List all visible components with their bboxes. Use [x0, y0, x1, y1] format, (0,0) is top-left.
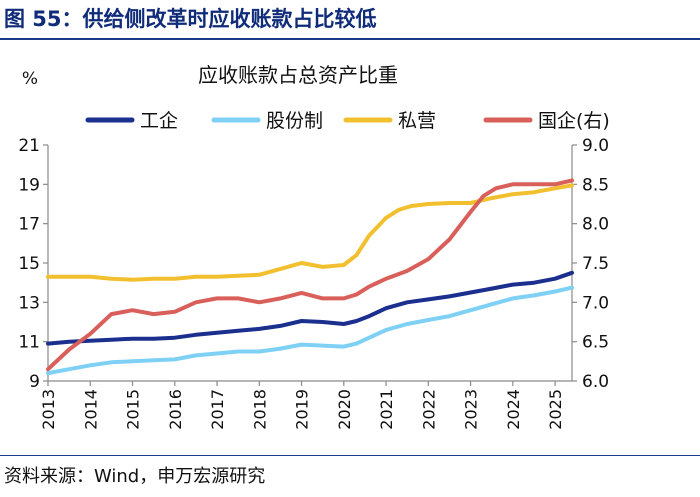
series-layer	[46, 178, 574, 376]
x-tick-label: 2019	[293, 389, 312, 430]
x-tick-label: 2025	[546, 389, 565, 430]
y-right-tick-label: 8.5	[582, 175, 609, 195]
series-line-1	[46, 270, 574, 346]
legend-label-3: 私营	[398, 110, 436, 132]
y-left-tick-label: 13	[18, 293, 40, 313]
x-tick-label: 2023	[462, 389, 481, 430]
source-rule	[0, 455, 700, 456]
y-axis-left-unit: %	[22, 69, 38, 89]
legend: 工企 股份制 私营 国企(右)	[85, 110, 610, 132]
x-tick-label: 2021	[377, 389, 396, 430]
series-line-4	[46, 178, 574, 372]
y-left-tick-label: 9	[29, 372, 40, 392]
y-right-tick-label: 7.5	[582, 254, 609, 274]
legend-label-4: 国企(右)	[538, 110, 610, 132]
series-line-3	[46, 183, 574, 282]
x-tick-label: 2024	[504, 389, 523, 430]
x-tick-label: 2015	[124, 389, 143, 430]
y-right-tick-label: 9.0	[582, 136, 609, 156]
x-tick-label: 2016	[166, 389, 185, 430]
y-right-tick-label: 6.0	[582, 372, 609, 392]
axes: 9 11 13 15 17 19 21 6.0 6.5 7.0 7.5 8.0 8.5 9.0 2013 20…	[18, 136, 609, 430]
x-tick-label: 2017	[208, 389, 227, 430]
y-left-tick-label: 11	[18, 333, 40, 353]
line-chart: 应收账款占总资产比重 % 工企 股份制 私营 国企(右) 9 11 13 15 17 19 21 6…	[18, 63, 610, 430]
x-tick-label: 2020	[335, 389, 354, 430]
x-tick-label: 2014	[81, 389, 100, 430]
y-left-tick-label: 15	[18, 254, 40, 274]
y-right-tick-label: 8.0	[582, 215, 609, 235]
y-left-tick-label: 21	[18, 136, 40, 156]
legend-label-2: 股份制	[266, 110, 323, 132]
x-tick-label: 2013	[39, 389, 58, 430]
source-note: 资料来源：Wind，申万宏源研究	[4, 466, 266, 487]
x-tick-label: 2018	[250, 389, 269, 430]
y-right-tick-label: 7.0	[582, 293, 609, 313]
x-tick-label: 2022	[419, 389, 438, 430]
y-right-tick-label: 6.5	[582, 333, 609, 353]
y-left-tick-label: 19	[18, 175, 40, 195]
series-line-2	[46, 285, 574, 376]
title-rule	[0, 38, 700, 40]
legend-label-1: 工企	[140, 110, 178, 132]
figure-title: 图 55：供给侧改革时应收账款占比较低	[4, 7, 377, 31]
y-left-tick-label: 17	[18, 215, 40, 235]
chart-title: 应收账款占总资产比重	[198, 63, 398, 87]
